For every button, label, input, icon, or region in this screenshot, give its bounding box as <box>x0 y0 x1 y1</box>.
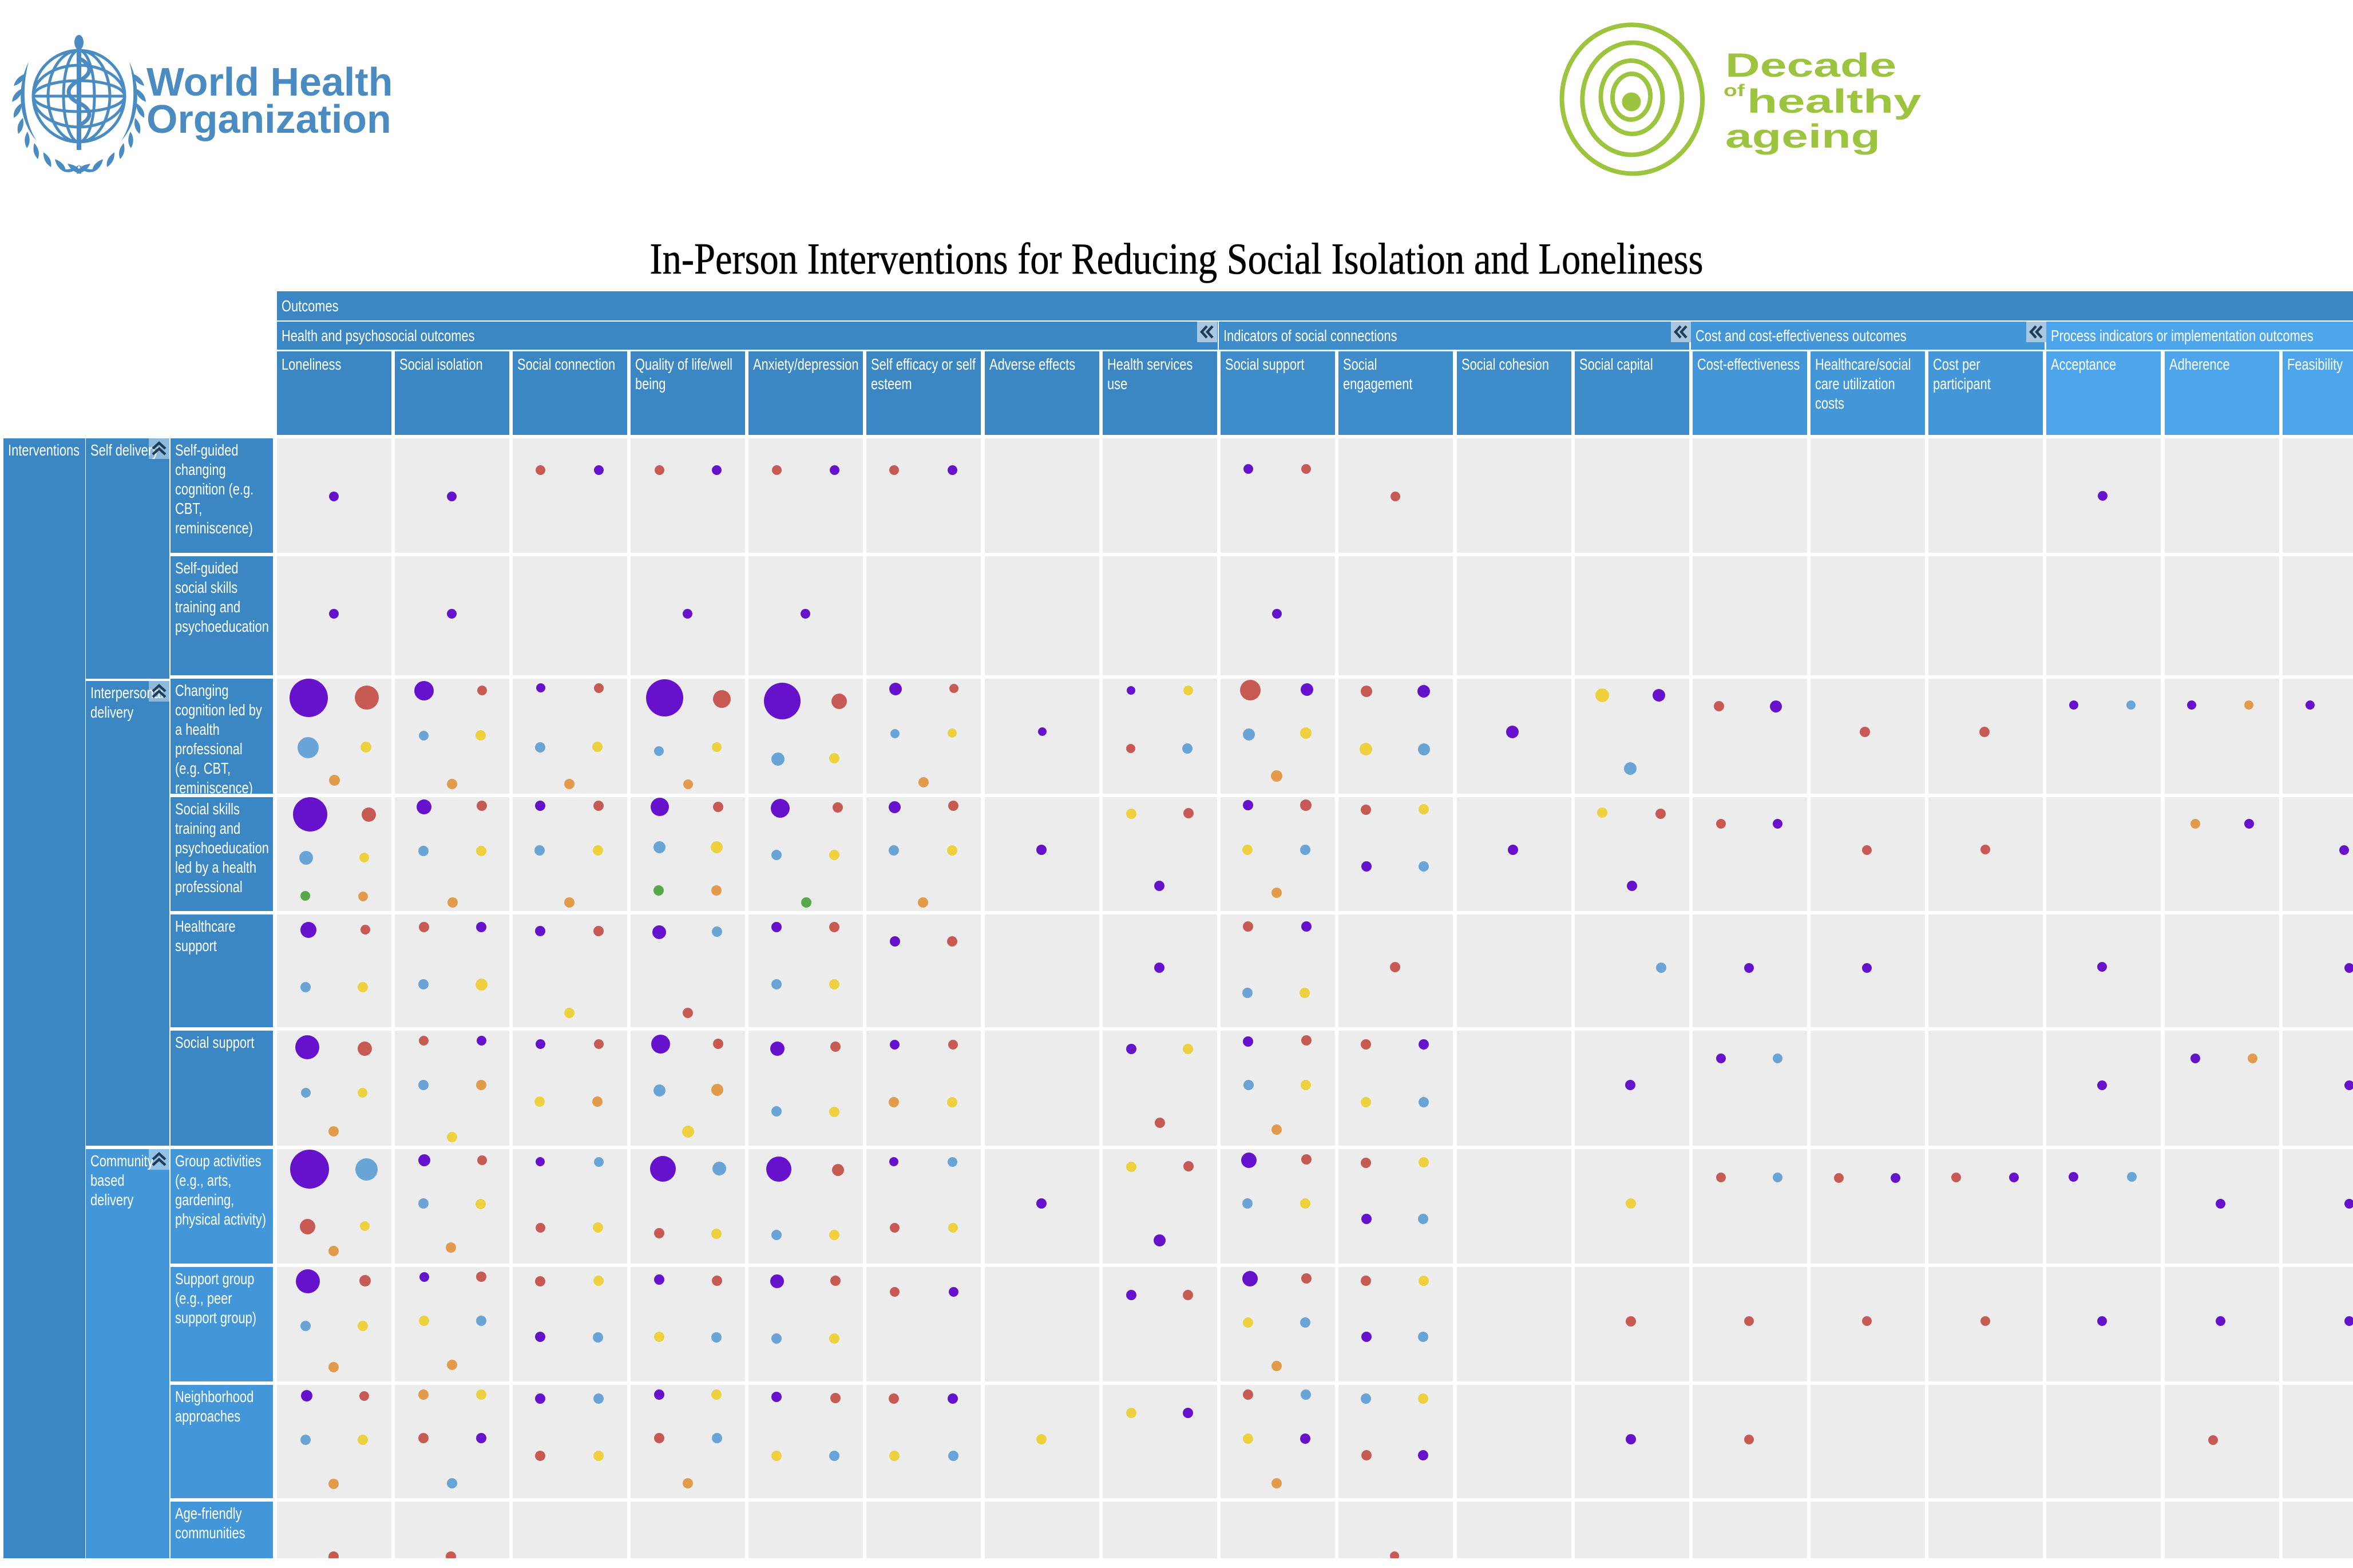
svg-text:healthy: healthy <box>1747 82 1922 120</box>
svg-text:Organization: Organization <box>146 97 391 141</box>
svg-text:World Health: World Health <box>146 60 393 104</box>
svg-text:of: of <box>1724 81 1745 100</box>
svg-text:Decade: Decade <box>1725 47 1896 84</box>
svg-text:ageing: ageing <box>1725 118 1880 155</box>
